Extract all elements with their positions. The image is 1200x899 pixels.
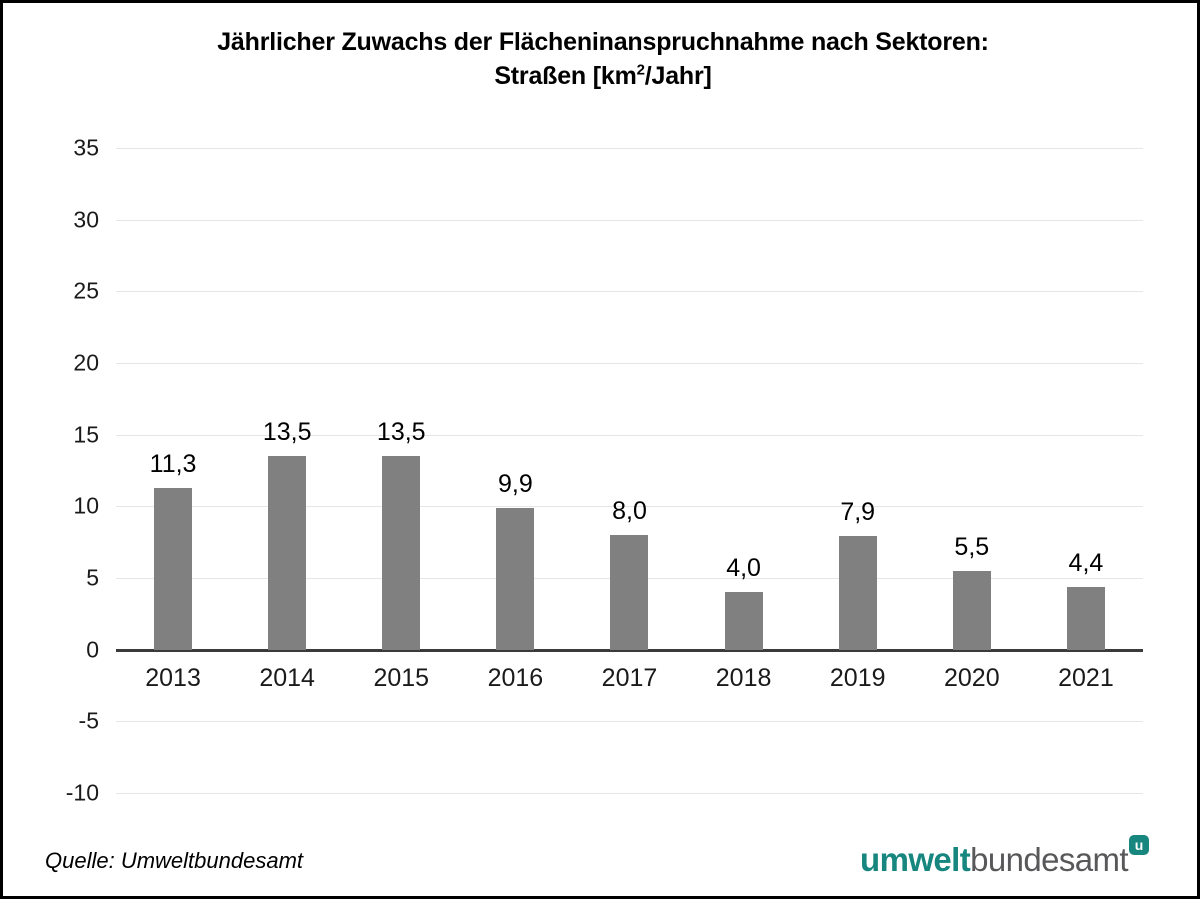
x-axis-tick-label: 2021 [1058,663,1114,692]
bar-value-label: 4,4 [1068,548,1104,577]
gridline [116,721,1143,723]
chart-title-line-2: Straßen [km2/Jahr] [73,59,1133,93]
zero-axis-line [116,648,1143,652]
logo-badge-icon: u [1129,835,1149,855]
chart-title-unit-suffix: /Jahr] [644,62,712,90]
bar-group: 13,5 2014 [230,148,344,793]
bar-value-label: 7,9 [840,498,876,527]
gridline [116,793,1143,794]
bar-group: 7,9 2019 [801,148,915,793]
bar[interactable] [154,487,193,650]
source-note: Quelle: Umweltbundesamt [45,848,304,873]
gridline [116,363,1143,364]
x-axis-tick-label: 2014 [259,663,315,692]
bar-value-label: 13,5 [262,418,312,447]
y-axis-tick-label: 20 [73,349,99,376]
bar-group: 13,5 2015 [344,148,458,793]
x-axis-tick-label: 2020 [944,663,1000,692]
gridline [116,291,1143,293]
bar-value-label: 4,0 [726,554,761,583]
bar-group: 9,9 2016 [458,148,572,793]
bar-value-label: 13,5 [376,418,426,447]
gridline [116,148,1143,149]
bar-value-label: 5,5 [954,532,990,561]
bar-group: 4,4 2021 [1029,148,1143,793]
y-axis-tick-label: 30 [73,206,99,233]
y-axis-tick-label: 25 [73,277,99,304]
x-axis-tick-label: 2018 [715,663,772,692]
bars-group: 11,3 2013 13,5 2014 13,5 2015 9,9 2016 8,0 2017 4,… [116,148,1143,793]
chart-title-unit-prefix: Straßen [km [494,62,637,90]
bar[interactable] [382,456,421,650]
x-axis-tick-label: 2015 [373,663,430,692]
umweltbundesamt-logo[interactable]: umwelt bundesamt u [860,835,1149,879]
gridline [116,219,1143,221]
chart-title-superscript: 2 [636,61,645,79]
bar[interactable] [268,456,307,650]
y-axis-tick-label: 5 [86,564,99,591]
x-axis-tick-label: 2019 [829,663,886,692]
bar[interactable] [496,507,535,650]
x-axis-tick-label: 2017 [601,663,658,692]
bar-value-label: 8,0 [612,497,647,525]
chart-title-line-1: Jährlicher Zuwachs der Flächeninanspruch… [217,28,989,56]
bar[interactable] [952,570,991,650]
x-axis-tick-label: 2013 [145,663,201,692]
plot-area: 35 30 25 20 15 10 5 0 -5 -10 11,3 2013 13,5 2014 13,5… [66,135,1143,806]
y-axis-tick-label: 0 [86,636,99,663]
gridline [116,434,1143,436]
logo-text-bundesamt: bundesamt [970,841,1128,878]
bar[interactable] [838,536,877,650]
page-title: Jährlicher Zuwachs der Flächeninanspruch… [73,25,1133,93]
bar-group: 8,0 2017 [572,148,686,793]
y-axis-tick-label: 15 [73,421,99,448]
y-axis-tick-label: 10 [73,492,99,519]
logo-text-umwelt: umwelt [860,841,971,878]
gridline [116,506,1143,508]
y-axis-tick-label: -10 [65,779,99,806]
bar[interactable] [724,592,763,650]
bar-value-label: 9,9 [497,469,533,498]
bar-group: 11,3 2013 [116,148,230,793]
bar-group: 4,0 2018 [687,148,801,793]
x-axis-tick-label: 2016 [487,663,544,692]
bar[interactable] [610,535,649,650]
y-axis-tick-label: 35 [73,134,99,161]
bar-value-label: 11,3 [149,449,197,478]
bar-group: 5,5 2020 [915,148,1029,793]
y-axis-tick-label: -5 [78,707,99,734]
bar[interactable] [1066,586,1105,650]
